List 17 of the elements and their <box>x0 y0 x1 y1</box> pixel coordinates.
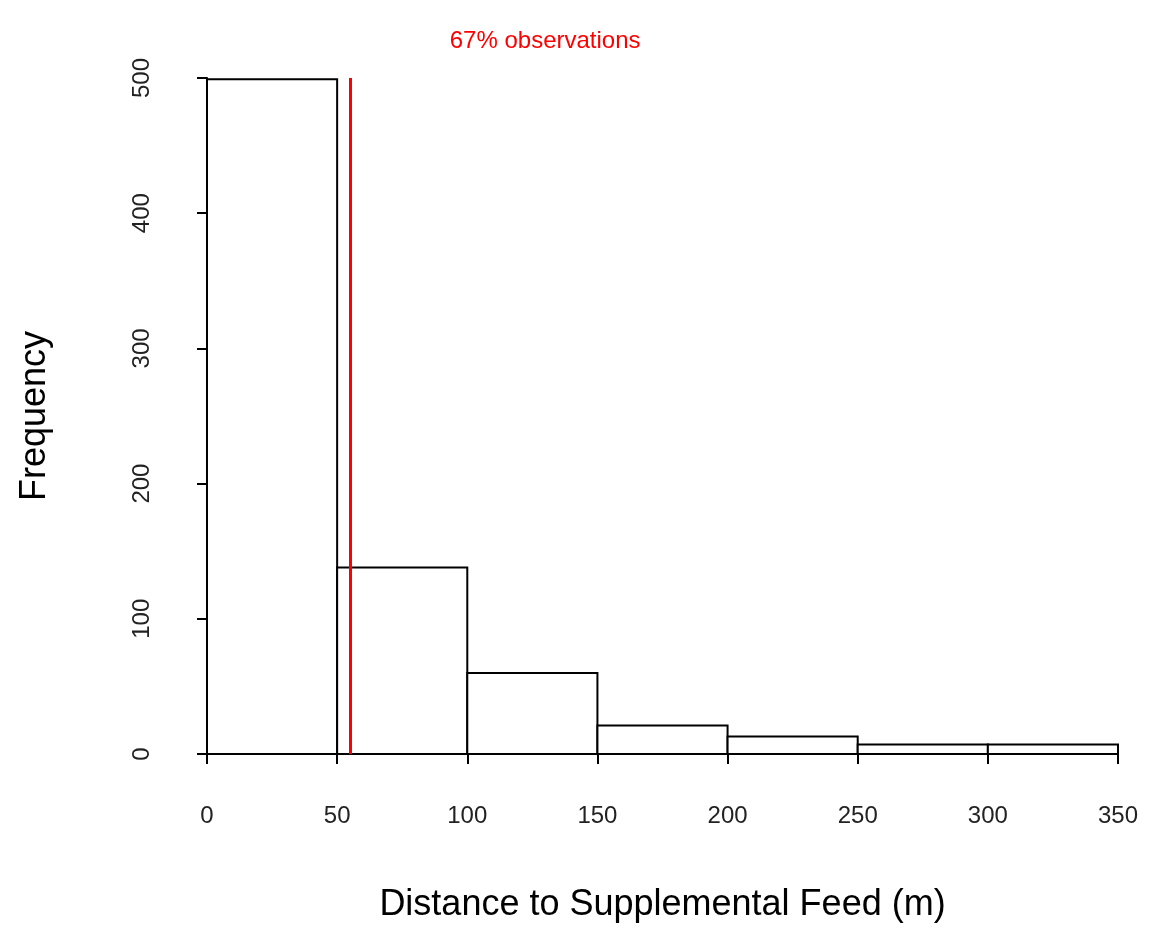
x-axis-title: Distance to Supplemental Feed (m) <box>379 881 946 923</box>
y-tick-label: 0 <box>126 747 154 761</box>
x-tick-label: 200 <box>707 800 748 828</box>
x-tick-label: 300 <box>967 800 1008 828</box>
y-tick-label: 200 <box>126 463 154 504</box>
y-tick-label: 100 <box>126 598 154 639</box>
y-tick-label: 500 <box>126 57 154 99</box>
x-tick-label: 150 <box>577 800 618 828</box>
x-tick-label: 0 <box>200 800 214 828</box>
x-tick-label: 100 <box>447 800 488 828</box>
ref-line-label: 67% observations <box>449 25 641 53</box>
y-axis-title: Frequency <box>11 330 53 502</box>
y-tick-label: 300 <box>126 328 154 369</box>
x-tick-label: 250 <box>837 800 878 828</box>
y-tick-label: 400 <box>126 193 154 234</box>
x-tick-label: 350 <box>1097 800 1139 828</box>
x-tick-label: 50 <box>323 800 351 828</box>
